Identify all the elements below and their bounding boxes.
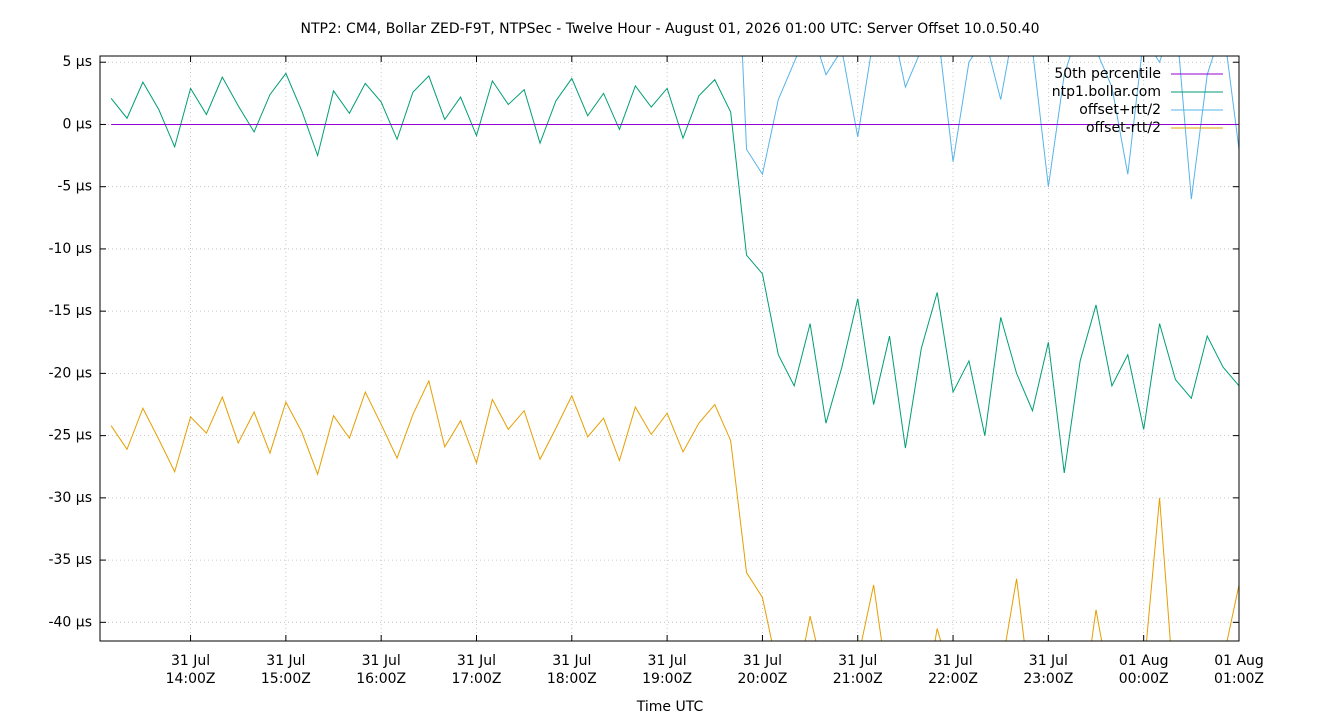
x-tick-label: 31 Jul 18:00Z	[547, 653, 597, 687]
x-tick-label: 31 Jul 15:00Z	[261, 653, 311, 687]
series-line	[110, 72, 1239, 474]
x-tick-label: 31 Jul 17:00Z	[452, 653, 502, 687]
y-tick-label: -5 µs	[57, 179, 92, 195]
x-axis-label: Time UTC	[636, 699, 704, 715]
y-tick-label: -30 µs	[48, 490, 92, 506]
y-tick-label: 0 µs	[62, 116, 92, 132]
y-tick-label: -35 µs	[48, 552, 92, 568]
grid	[100, 56, 1240, 641]
x-tick-label: 01 Aug 01:00Z	[1214, 653, 1264, 687]
x-tick-label: 01 Aug 00:00Z	[1119, 653, 1169, 687]
y-tick-label: -25 µs	[48, 428, 92, 444]
series-line	[110, 379, 1239, 641]
y-tick-label: -40 µs	[48, 614, 92, 630]
x-tick-label: 31 Jul 23:00Z	[1023, 653, 1073, 687]
x-tick-label: 31 Jul 16:00Z	[356, 653, 406, 687]
x-tick-label: 31 Jul 22:00Z	[928, 653, 978, 687]
axis-labels: -40 µs -35 µs -30 µs -25 µs -20 µs -15 µs -10 …	[48, 54, 1264, 687]
y-tick-label: 5 µs	[62, 54, 92, 70]
series-line	[741, 56, 1239, 200]
x-tick-label: 31 Jul 19:00Z	[642, 653, 692, 687]
y-tick-label: -15 µs	[48, 303, 92, 319]
x-tick-label: 31 Jul 20:00Z	[737, 653, 787, 687]
x-tick-label: 31 Jul 14:00Z	[166, 653, 216, 687]
y-tick-label: -20 µs	[48, 365, 92, 381]
plot-area	[110, 56, 1239, 641]
plot-border	[99, 55, 1240, 642]
chart-title: NTP2: CM4, Bollar ZED-F9T, NTPSec - Twel…	[301, 21, 1040, 37]
legend: 50th percentile ntp1.bollar.com offset+rtt…	[1052, 66, 1223, 136]
legend-label: 50th percentile	[1054, 66, 1161, 82]
x-tick-label: 31 Jul 21:00Z	[833, 653, 883, 687]
legend-label: offset-rtt/2	[1086, 120, 1161, 136]
legend-label: ntp1.bollar.com	[1052, 84, 1161, 100]
legend-label: offset+rtt/2	[1079, 102, 1161, 118]
y-tick-label: -10 µs	[48, 241, 92, 257]
